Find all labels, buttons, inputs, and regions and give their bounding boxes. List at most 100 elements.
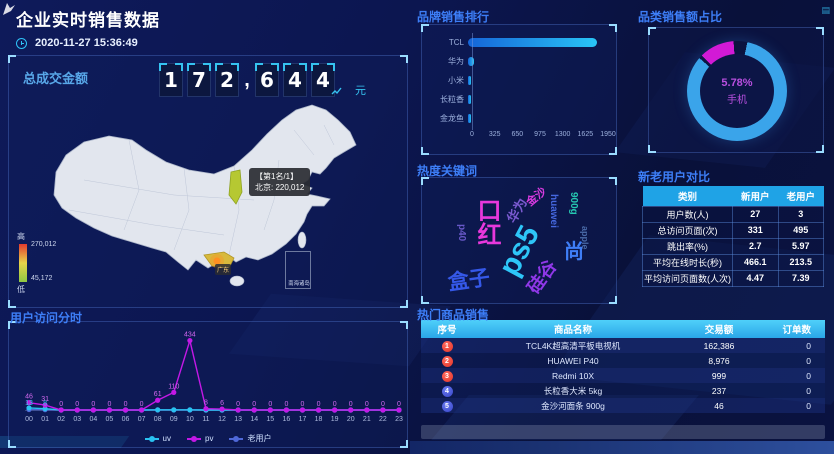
x-tick-label: 09 (170, 416, 178, 423)
map-taiwan[interactable] (297, 231, 307, 249)
users-col-header: 老用户 (778, 186, 824, 206)
map-highlight-beijing[interactable] (228, 169, 243, 205)
x-tick-label: 21 (363, 416, 371, 423)
map-hainan[interactable] (229, 275, 245, 287)
products-table-cell: 0 (765, 338, 825, 353)
x-tick-label: 00 (25, 416, 33, 423)
data-point-pv[interactable] (42, 402, 48, 408)
x-tick-label: 16 (282, 416, 290, 423)
data-point-pv[interactable] (122, 407, 129, 413)
legend-item-pv[interactable]: pv (187, 433, 213, 444)
keyword[interactable]: 尚 (564, 241, 584, 263)
keyword[interactable]: 金沙 (524, 185, 549, 209)
data-point-uv[interactable] (187, 407, 193, 413)
trend-icon (331, 87, 342, 95)
legend-label: pv (205, 434, 214, 443)
data-point-pv[interactable] (106, 407, 113, 413)
brand-bar[interactable] (468, 114, 471, 123)
data-point-pv[interactable] (332, 407, 338, 413)
keyword[interactable]: 盒子 (446, 266, 492, 295)
users-table-row: 平均访问页面数(人次) 4.47 7.39 (642, 269, 824, 287)
data-point-pv[interactable] (235, 407, 241, 413)
map-marker-label: 广东 (215, 264, 232, 275)
legend-item-老用户[interactable]: 老用户 (229, 433, 271, 444)
brand-x-tick: 0 (470, 131, 474, 138)
keyword-cloud-panel: 口红 ps5 盒子 硅谷尚华为 金沙 huawei 900g p40 apple (421, 177, 617, 304)
products-header-row: 序号 商品名称 交易额 订单数 (421, 320, 825, 338)
data-point-uv[interactable] (171, 407, 177, 413)
pv-value-label: 0 (252, 401, 256, 408)
data-point-pv[interactable] (251, 407, 257, 413)
data-point-pv[interactable] (348, 407, 354, 413)
products-table-cell: 金沙河面条 900g (473, 398, 673, 413)
brand-bar-track (468, 71, 608, 90)
users-table-cell: 3 (777, 205, 824, 223)
data-point-uv[interactable] (26, 405, 32, 411)
data-point-pv[interactable] (380, 407, 386, 413)
keyword[interactable]: p40 (456, 224, 467, 242)
brand-row: 金龙鱼 (428, 109, 608, 128)
products-table-row: 4 长粒香大米 5kg 237 0 (421, 383, 825, 398)
data-point-pv[interactable] (203, 406, 209, 412)
legend-label: 老用户 (247, 434, 272, 443)
users-table-cell: 4.47 (732, 269, 779, 287)
brand-bar[interactable] (468, 76, 471, 85)
brand-bar[interactable] (468, 57, 475, 66)
keyword[interactable]: 口红 (473, 198, 500, 246)
data-point-pv[interactable] (74, 407, 80, 413)
legend-item-uv[interactable]: uv (144, 433, 171, 444)
x-tick-label: 10 (186, 416, 194, 423)
data-point-pv[interactable] (171, 389, 177, 395)
data-point-pv[interactable] (267, 407, 273, 413)
data-point-uv[interactable] (155, 407, 161, 413)
pv-value-label: 0 (284, 401, 288, 408)
visits-line-chart[interactable]: 00 01 02 03 04 05 06 07 08 09 10 11 12 13 14 15 16 17 18 19… (13, 326, 405, 426)
map-legend: 高 低 270,012 45,172 (17, 231, 56, 295)
products-table-title: 热门商品销售 (417, 308, 490, 322)
pv-value-label: 0 (301, 401, 305, 408)
table-footer-strip (421, 425, 825, 439)
data-point-pv[interactable] (155, 397, 161, 403)
data-point-uv[interactable] (42, 406, 48, 412)
pv-value-label: 0 (75, 401, 79, 408)
map-marker[interactable] (213, 257, 221, 265)
x-tick-label: 12 (218, 416, 226, 423)
data-point-pv[interactable] (26, 400, 32, 406)
legend-max-value: 270,012 (31, 241, 57, 248)
products-table-cell: 长粒香大米 5kg (473, 383, 673, 398)
pv-value-label: 0 (333, 401, 337, 408)
users-table-cell: 213.5 (777, 253, 824, 271)
x-tick-label: 20 (347, 416, 355, 423)
corner-widget-icon[interactable]: ▤ (821, 5, 830, 15)
map-mainland[interactable] (53, 104, 357, 271)
brand-bar[interactable] (468, 95, 471, 104)
users-table-cell: 466.1 (732, 253, 779, 271)
datetime-text: 2020-11-27 15:36:49 (35, 37, 138, 49)
data-point-pv[interactable] (139, 407, 145, 413)
data-point-pv[interactable] (58, 407, 64, 413)
pv-value-label: 0 (59, 401, 63, 408)
data-point-pv[interactable] (219, 406, 225, 412)
keyword[interactable]: apple (580, 226, 590, 250)
pv-value-label: 31 (41, 396, 49, 403)
keyword[interactable]: huawei (548, 194, 559, 228)
products-table-cell: 3 (421, 368, 473, 383)
users-table-cell: 用户数(人) (642, 205, 733, 223)
cursor-icon (3, 3, 15, 15)
data-point-pv[interactable] (315, 407, 322, 413)
south-china-sea-inset: 南海诸岛 (285, 251, 311, 289)
data-point-pv[interactable] (187, 337, 193, 344)
rank-badge: 1 (441, 340, 453, 352)
china-map[interactable] (24, 100, 394, 300)
data-point-pv[interactable] (90, 407, 96, 413)
data-point-pv[interactable] (283, 407, 289, 413)
keyword[interactable]: 900g (568, 192, 579, 215)
donut-center-pct: 5.78% (721, 76, 753, 89)
data-point-pv[interactable] (364, 407, 370, 413)
uv-value-label: 8 (43, 401, 47, 408)
data-point-pv[interactable] (396, 407, 402, 413)
brand-bar[interactable] (468, 38, 598, 47)
users-table-cell: 跳出率(%) (642, 237, 733, 255)
digit-card: 1 (159, 63, 183, 97)
data-point-pv[interactable] (299, 407, 306, 413)
